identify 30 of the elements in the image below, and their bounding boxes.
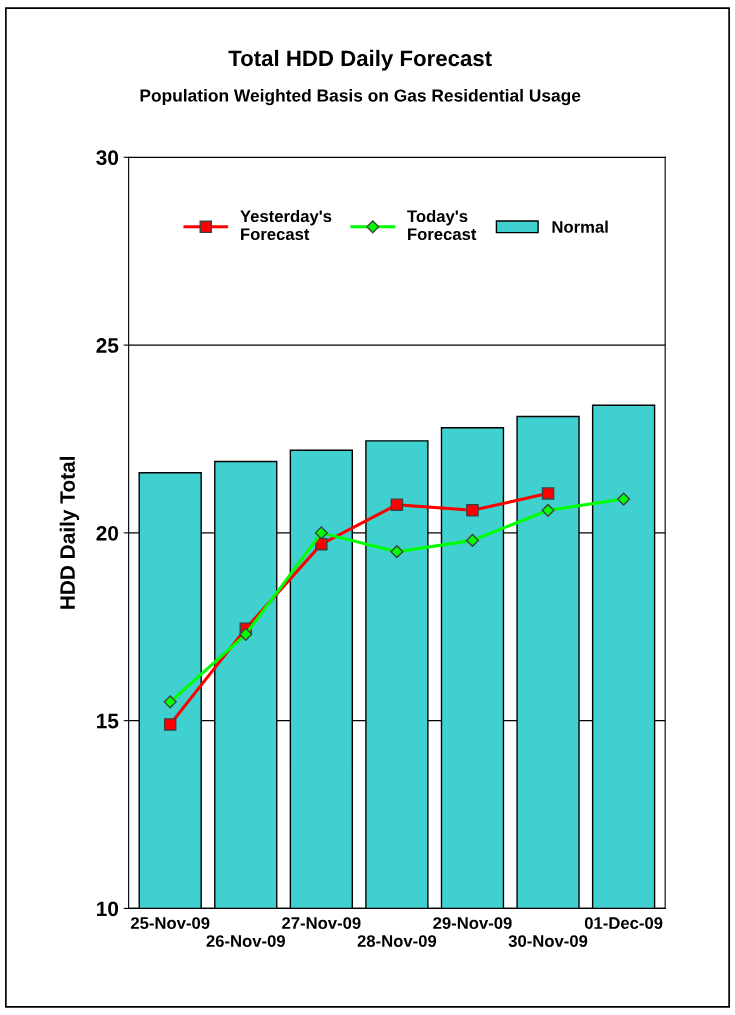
point	[466, 504, 479, 517]
chart-title: Total HDD Daily Forecast	[228, 49, 492, 71]
point	[163, 718, 177, 731]
legend-label: Yesterday's Forecast	[240, 209, 332, 241]
x-tick-label: 26-Nov-09	[206, 935, 285, 947]
y-tick-label: 10	[97, 901, 119, 917]
point	[617, 492, 631, 506]
chart-subtitle: Population Weighted Basis on Gas Residential Usage	[140, 88, 581, 106]
y-tick-label: 20	[96, 525, 119, 541]
point	[163, 695, 177, 709]
y-axis-title: HDD Daily Total	[59, 456, 80, 609]
x-tick-label: 27-Nov-09	[282, 917, 361, 929]
point	[314, 526, 328, 540]
point	[239, 627, 253, 641]
point	[390, 545, 404, 559]
y-tick-label: 15	[97, 713, 119, 729]
y-tick-label: 25	[96, 338, 119, 353]
point	[541, 503, 555, 517]
x-tick-label: 30-Nov-09	[508, 935, 588, 947]
x-tick-label: 25-Nov-09	[130, 917, 210, 929]
point	[390, 498, 404, 511]
legend-label: Today's Forecast	[407, 209, 477, 241]
point	[315, 537, 328, 551]
y-tick-label: 30	[96, 150, 119, 166]
point	[541, 487, 555, 500]
legend-label: Normal	[552, 220, 608, 233]
x-tick-label: 01-Dec-09	[584, 917, 663, 929]
x-tick-label: 28-Nov-09	[357, 935, 437, 947]
x-tick-label: 29-Nov-09	[433, 917, 512, 929]
point	[465, 533, 480, 547]
